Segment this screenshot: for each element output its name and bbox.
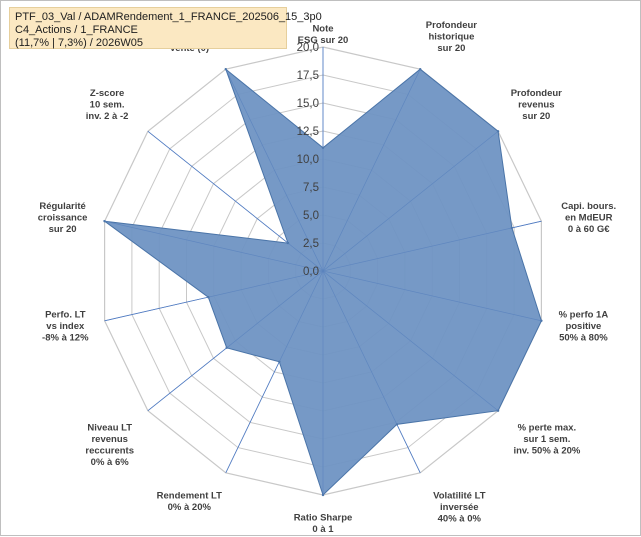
axis-label-line: % perfo 1A (559, 310, 609, 321)
axis-label: Niveau LT revenus reccurents 0% à 6% (85, 423, 134, 469)
axis-spoke-overlay (147, 131, 324, 272)
axis-label: Profondeur revenus sur 20 (511, 88, 562, 122)
axis-label: Profondeur historique sur 20 (426, 20, 477, 54)
axis-label-line: en MdEUR (565, 213, 613, 224)
axis-spoke-overlay (322, 220, 542, 272)
axis-label-line: 40% à 0% (438, 513, 482, 524)
chart-title-box: PTF_03_Val / ADAMRendement_1_FRANCE_2025… (9, 7, 322, 49)
axis-label: Régularité croissance sur 20 (38, 201, 88, 235)
axis-label-line: Volatilité LT (433, 490, 486, 501)
axis-label: Note ESG sur 20 (298, 24, 349, 47)
series-layer (102, 47, 543, 497)
axis-label-line: inversée (440, 502, 479, 513)
axis-label-line: Profondeur (511, 88, 562, 99)
axis-spoke-overlay (225, 69, 324, 272)
axis-label: % perfo 1A positive 50% à 80% (559, 310, 609, 344)
axis-label-line: Régularité (39, 201, 85, 212)
tick-label: 17,5 (297, 70, 319, 82)
axis-label-line: Ratio Sharpe (294, 513, 353, 524)
axis-label-line: inv. 2 à -2 (86, 111, 129, 122)
axis-label-line: 0 à 1 (312, 524, 334, 535)
axis-label-line: Niveau LT (87, 423, 132, 434)
axis-label-line: Rendement LT (157, 490, 222, 501)
axis-spoke-overlay (322, 131, 499, 272)
axis-label: Volatilité LT inversée 40% à 0% (433, 490, 486, 524)
tick-label: 10,0 (297, 154, 319, 166)
axis-label-line: inv. 50% à 20% (513, 446, 580, 457)
tick-label: 12,5 (297, 126, 319, 138)
axis-spoke-overlay (322, 270, 499, 411)
axis-label: Perfo. LT vs index -8% à 12% (42, 310, 89, 344)
axis-spoke-overlay (147, 270, 324, 411)
axis-label: Z-score 10 sem. inv. 2 à -2 (86, 88, 129, 122)
axis-label-line: Note (312, 24, 333, 35)
axis-label-line: Z-score (90, 88, 124, 99)
tick-label: 2,5 (303, 238, 319, 250)
axis-spoke-overlay (322, 270, 542, 322)
axis-label-line: Perfo. LT (45, 310, 86, 321)
axis-label-line: ESG sur 20 (298, 35, 349, 46)
axis-label: Capi. bours. en MdEUR 0 à 60 G€ (561, 201, 616, 235)
tick-label: 7,5 (303, 182, 319, 194)
axis-label-line: sur 20 (437, 43, 465, 54)
axis-spoke-overlay (104, 270, 324, 322)
axis-label-line: 10 sem. (90, 99, 125, 110)
axis-label-line: 0% à 20% (168, 502, 212, 513)
tick-labels: 0,0 2,5 5,0 7,5 10,0 12,5 15,0 17,5 20,0 (297, 42, 319, 278)
axis-label: Rendement LT 0% à 20% (157, 490, 222, 513)
axis-label-line: -8% à 12% (42, 333, 89, 344)
axis-label-line: 0% à 6% (91, 457, 130, 468)
axis-label-line: croissance (38, 213, 88, 224)
axis-label: % perte max. sur 1 sem. inv. 50% à 20% (513, 423, 580, 457)
tick-label: 0,0 (303, 266, 319, 278)
axis-label-line: sur 20 (522, 111, 550, 122)
axis-label-line: positive (565, 321, 601, 332)
axis-label-line: sur 20 (49, 224, 77, 235)
axis-spoke-overlay (322, 69, 421, 272)
axis-spoke-overlay (104, 220, 324, 272)
title-line-1: PTF_03_Val / ADAMRendement_1_FRANCE_2025… (15, 11, 322, 23)
axis-label-line: 0 à 60 G€ (568, 224, 610, 235)
tick-label: 15,0 (297, 98, 319, 110)
axis-label-line: Capi. bours. (561, 201, 616, 212)
title-line-2: C4_Actions / 1_FRANCE (15, 24, 138, 36)
axis-label-line: reccurents (85, 446, 134, 457)
tick-label: 5,0 (303, 210, 319, 222)
axis-spoke-overlay (322, 270, 421, 473)
axis-label-line: % perte max. (518, 423, 577, 434)
axis-label-line: Profondeur (426, 20, 477, 31)
axis-label: Ratio Sharpe 0 à 1 (294, 513, 353, 536)
axis-label-line: vs index (46, 321, 85, 332)
axis-label-line: revenus (91, 434, 127, 445)
title-line-3: (11,7% | 7,3%) / 2026W05 (15, 37, 143, 49)
axis-label-line: sur 1 sem. (523, 434, 570, 445)
tick-label: 20,0 (297, 42, 319, 54)
axis-label-line: historique (428, 32, 474, 43)
axis-spoke-overlay (225, 270, 324, 473)
axis-label-line: revenus (518, 99, 554, 110)
axis-label-line: 50% à 80% (559, 333, 608, 344)
